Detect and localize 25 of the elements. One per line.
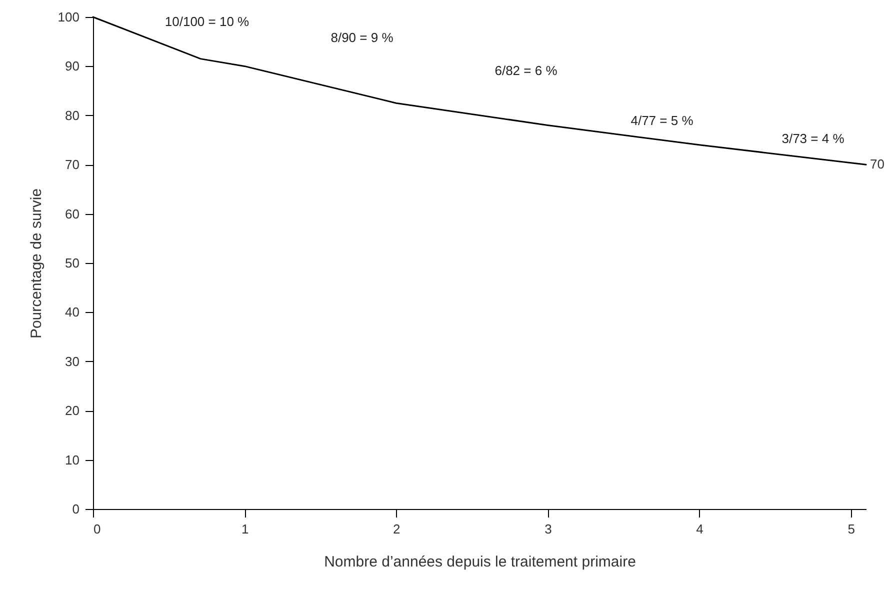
y-tick-label: 0 [72,502,80,516]
y-tick-label: 100 [58,10,80,24]
y-tick-label: 20 [65,403,80,418]
annotation: 10/100 = 10 % [164,14,250,29]
y-tick-label: 90 [65,58,80,74]
y-tick-label: 10 [65,452,80,468]
y-tick-label: 40 [65,304,80,320]
x-tick-label: 2 [393,522,400,536]
y-axis-title: Pourcentage de survie [28,188,45,339]
y-tick-label: 30 [65,354,80,369]
x-tick-label: 0 [94,522,101,536]
y-tick-label: 70 [65,157,80,172]
annotation: 4/77 = 5 % [630,113,694,128]
annotation: 8/90 = 9 % [330,30,394,45]
data-label: 70 [870,156,884,172]
x-tick-label: 1 [241,522,249,536]
annotation: 3/73 = 4 % [782,131,845,146]
annotation: 6/82 = 6 % [494,63,558,78]
x-tick-label: 3 [544,522,552,536]
y-tick-label: 80 [65,108,80,123]
x-axis-title: Nombre d’années depuis le traitement primaire [324,554,636,570]
x-tick-label: 5 [848,522,855,536]
x-tick-label: 4 [696,522,704,536]
y-tick-label: 50 [65,256,80,270]
y-tick-label: 60 [65,206,80,222]
